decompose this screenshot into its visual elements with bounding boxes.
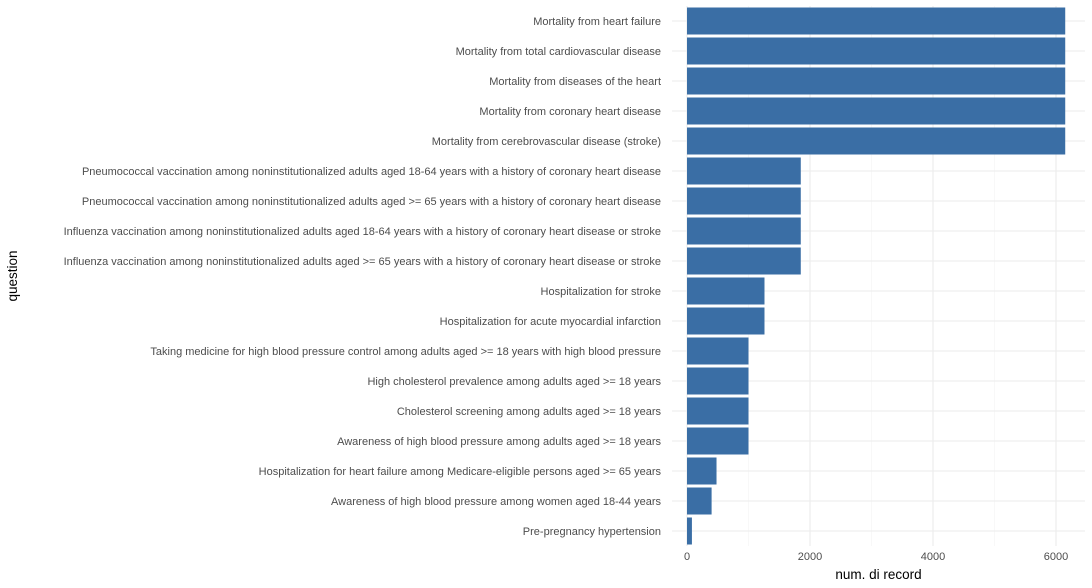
- x-tick-label: 2000: [798, 551, 822, 563]
- bar: [687, 67, 1066, 95]
- y-tick-label: Mortality from coronary heart disease: [479, 106, 661, 118]
- y-tick-label: Awareness of high blood pressure among w…: [331, 496, 662, 508]
- bar: [687, 247, 801, 275]
- bar: [687, 307, 765, 335]
- x-tick-label: 0: [684, 551, 690, 563]
- y-tick-label: Pre-pregnancy hypertension: [523, 526, 661, 538]
- bar: [687, 337, 749, 365]
- y-tick-label: Pneumococcal vaccination among noninstit…: [82, 166, 661, 178]
- y-tick-label: Mortality from cerebrovascular disease (…: [432, 136, 661, 148]
- bar: [687, 7, 1066, 35]
- y-tick-label: Influenza vaccination among noninstituti…: [64, 256, 661, 268]
- bar: [687, 277, 765, 305]
- y-tick-label: Taking medicine for high blood pressure …: [150, 346, 661, 358]
- y-tick-label: High cholesterol prevalence among adults…: [367, 376, 661, 388]
- y-tick-label: Mortality from heart failure: [533, 16, 661, 28]
- bar: [687, 397, 749, 425]
- bar: [687, 157, 801, 185]
- y-tick-label: Hospitalization for heart failure among …: [259, 466, 662, 478]
- bar: [687, 37, 1066, 65]
- x-tick-label: 4000: [921, 551, 945, 563]
- y-axis-tick-labels: Mortality from heart failure Mortality fr…: [64, 16, 662, 538]
- y-axis-title: question: [5, 250, 20, 301]
- y-tick-label: Hospitalization for acute myocardial inf…: [440, 316, 661, 328]
- bar: [687, 367, 749, 395]
- y-tick-label: Pneumococcal vaccination among noninstit…: [82, 196, 661, 208]
- x-axis-title: num. di record: [835, 567, 921, 582]
- bar: [687, 217, 801, 245]
- bar: [687, 487, 712, 515]
- bar: [687, 457, 717, 485]
- y-tick-label: Hospitalization for stroke: [541, 286, 661, 298]
- y-tick-label: Awareness of high blood pressure among a…: [337, 436, 661, 448]
- y-tick-label: Influenza vaccination among noninstituti…: [64, 226, 661, 238]
- bar: [687, 187, 801, 215]
- bar: [687, 127, 1066, 155]
- x-tick-label: 6000: [1044, 551, 1068, 563]
- bar: [687, 427, 749, 455]
- x-axis-tick-labels: 0 2000 4000 6000: [684, 551, 1068, 563]
- y-tick-label: Mortality from diseases of the heart: [489, 76, 661, 88]
- y-tick-label: Cholesterol screening among adults aged …: [397, 406, 662, 418]
- y-tick-label: Mortality from total cardiovascular dise…: [456, 46, 661, 58]
- bars: [687, 7, 1066, 545]
- bar: [687, 517, 692, 545]
- bar: [687, 97, 1066, 125]
